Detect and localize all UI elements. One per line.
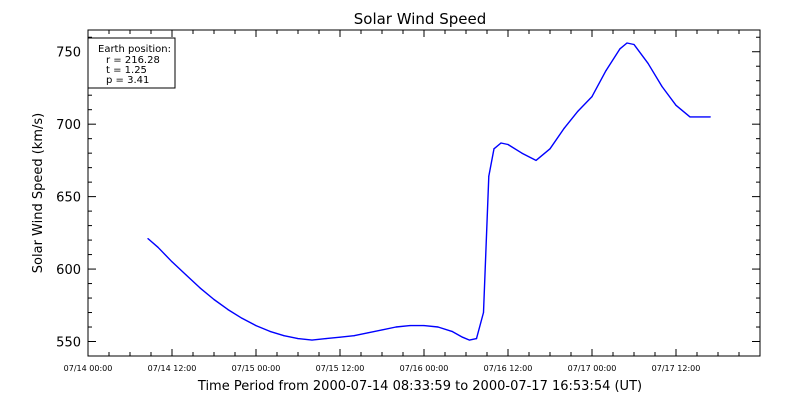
data-point [468,339,471,341]
data-point [475,338,478,340]
data-point [661,85,663,88]
x-tick-label: 07/15 12:00 [316,364,365,373]
plot-frame [87,29,761,357]
annotation-frame [87,37,176,89]
data-point [507,143,509,146]
data-point [423,324,425,327]
solar-wind-speed-line [147,42,711,341]
y-axis-ticks: 550 600 650 700 750 [56,36,760,351]
x-tick-label: 07/15 00:00 [232,364,281,373]
data-point [147,238,149,240]
annotation-heading: Earth position: [98,44,171,55]
y-tick-label: 750 [56,46,81,61]
data-point [381,329,383,331]
data-point [269,330,271,332]
data-point [577,110,579,112]
data-point [535,159,537,161]
chart-title: Solar Wind Speed [354,10,486,28]
x-tick-label: 07/16 00:00 [400,364,449,373]
data-point [482,311,485,314]
data-point [549,148,551,150]
y-tick-label: 650 [56,191,81,206]
data-point [409,324,411,327]
data-point [297,338,299,340]
series-group [147,42,711,341]
data-point [633,43,635,46]
x-tick-label: 07/14 12:00 [148,364,197,373]
data-point [675,104,677,106]
data-point [367,332,369,334]
data-point [689,116,691,118]
data-point [241,317,243,319]
x-tick-label: 07/17 12:00 [652,364,701,373]
data-point [227,309,229,311]
annotation-line-r: r = 216.28 [106,55,160,66]
data-point [185,274,187,276]
data-point [325,338,327,340]
data-point [395,326,397,328]
data-point [171,261,173,263]
data-point [461,336,464,338]
data-point [605,69,607,72]
y-tick-label: 600 [56,263,81,278]
data-point [563,127,565,130]
data-point [213,298,215,301]
annotation-line-p: p = 3.41 [106,75,149,86]
data-point [353,335,355,337]
data-point [199,287,201,289]
data-point [157,246,159,248]
x-axis-label: Time Period from 2000-07-14 08:33:59 to … [197,379,642,394]
annotation-line-t: t = 1.25 [106,65,147,76]
data-point [311,339,313,341]
data-point [626,42,628,44]
x-tick-label: 07/17 00:00 [568,364,617,373]
x-tick-label: 07/16 12:00 [484,364,533,373]
data-point [709,116,711,118]
data-point [521,152,523,154]
y-tick-label: 550 [56,336,81,351]
x-axis-ticks: 07/14 00:00 07/14 12:00 07/15 00:00 07/15 1… [64,30,761,373]
data-point [488,175,490,177]
y-axis-label: Solar Wind Speed (km/s) [31,113,46,273]
data-point [255,324,257,327]
data-point [437,326,439,328]
data-point [647,62,649,64]
data-point [619,48,621,50]
data-point [339,336,341,338]
y-tick-label: 700 [56,118,81,133]
data-point [451,330,453,332]
x-tick-label: 07/14 00:00 [64,364,113,373]
data-point [500,142,502,144]
data-point [493,148,495,150]
data-point [591,96,593,98]
earth-position-box: Earth position: r = 216.28 t = 1.25 p = … [87,37,176,89]
data-point [283,335,285,337]
